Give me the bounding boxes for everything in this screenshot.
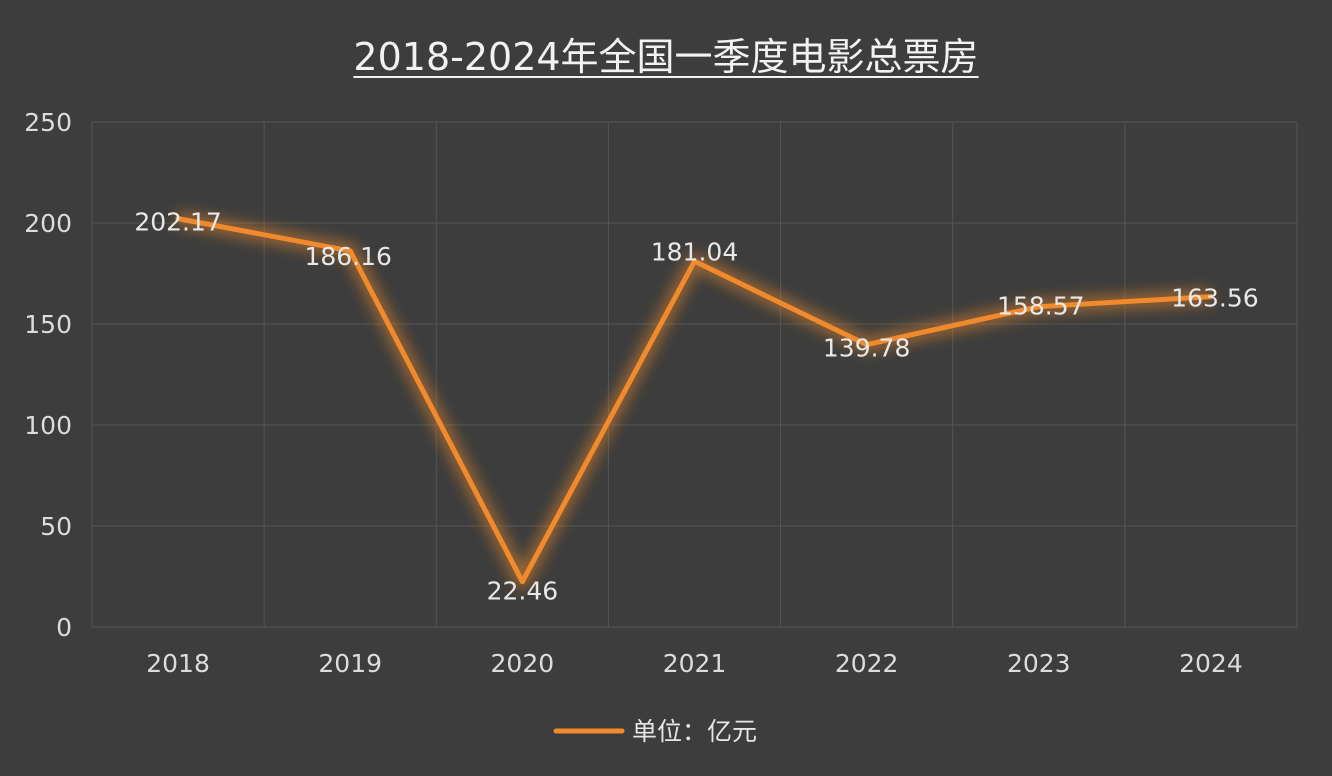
series-line-glow [176, 211, 1212, 589]
data-point [175, 216, 181, 222]
y-tick-label: 100 [24, 411, 72, 440]
data-label: 181.04 [651, 237, 738, 266]
data-point [519, 579, 525, 585]
data-point [692, 258, 697, 264]
y-tick-label: 50 [40, 512, 72, 541]
y-tick-label: 250 [24, 108, 72, 137]
y-tick-label: 150 [24, 310, 72, 339]
data-label: 139.78 [823, 334, 910, 363]
x-tick-label: 2023 [1007, 649, 1071, 678]
y-tick-label: 200 [24, 209, 72, 238]
data-point [864, 342, 870, 348]
data-label: 22.46 [487, 577, 559, 606]
data-point [1036, 304, 1042, 310]
x-tick-label: 2019 [318, 649, 382, 678]
data-label: 186.16 [304, 242, 391, 271]
x-tick-label: 2018 [146, 649, 210, 678]
y-tick-label: 0 [56, 613, 72, 642]
x-tick-label: 2020 [491, 649, 555, 678]
data-point [1208, 294, 1214, 300]
x-tick-label: 2022 [835, 649, 899, 678]
legend-label: 单位：亿元 [632, 717, 757, 746]
chart-title: 2018-2024年全国一季度电影总票房 [353, 35, 979, 79]
x-tick-label: 2024 [1179, 649, 1243, 678]
data-label: 202.17 [134, 208, 221, 237]
data-label: 163.56 [1171, 284, 1258, 313]
data-label: 158.57 [997, 292, 1084, 321]
data-point [347, 248, 353, 254]
x-tick-label: 2021 [663, 649, 727, 678]
